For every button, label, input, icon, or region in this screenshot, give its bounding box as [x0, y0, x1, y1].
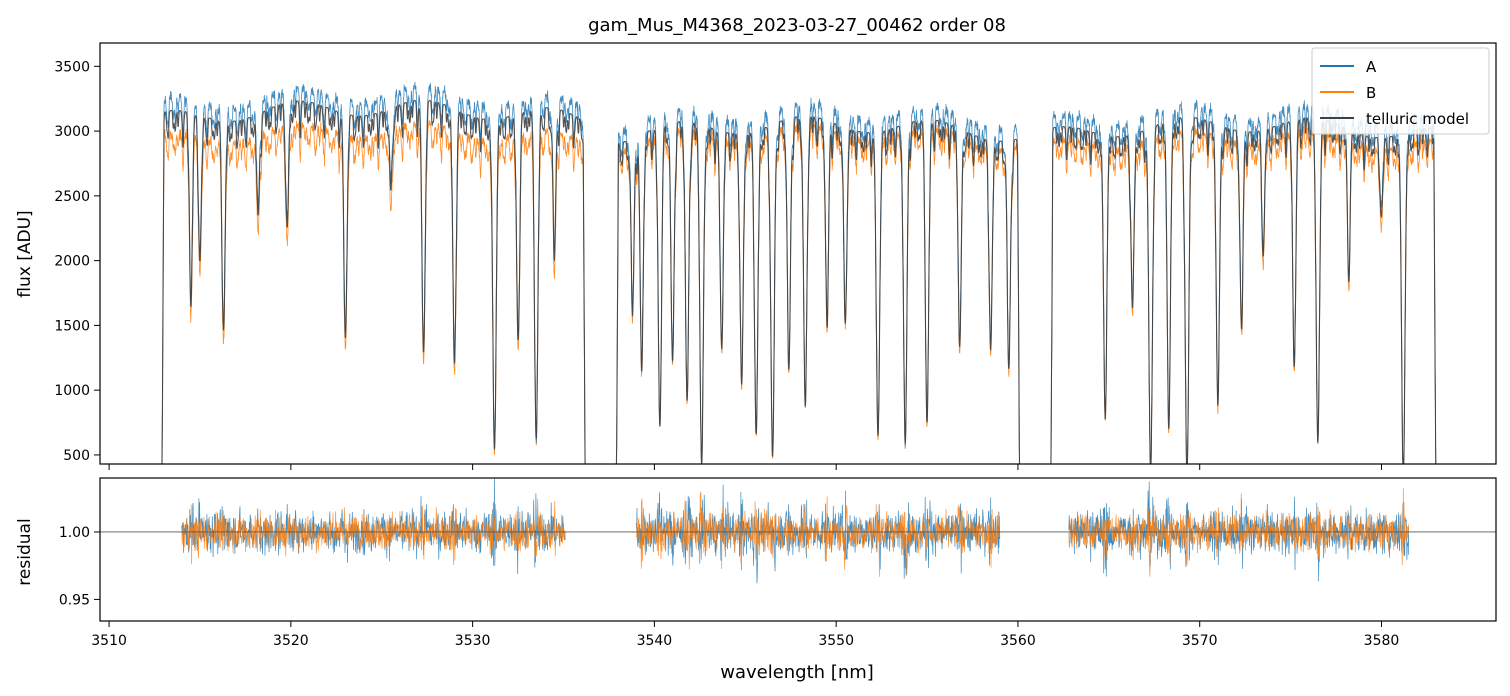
flux-panel: 500 1000 1500 2000 2500 3000 3500 flux [ADU] A…	[15, 42, 1497, 470]
x-tick-label: 3550	[818, 633, 854, 649]
residual-panel: 0.95 1.00 3510 3520 3530 3540 3550 3560 3570 358…	[15, 477, 1497, 683]
residual-y-axis-label: residual	[15, 518, 35, 585]
x-tick-label: 3530	[455, 633, 491, 649]
telluric-model-segment-2	[1050, 117, 1437, 464]
legend: A B telluric model	[1311, 47, 1490, 135]
flux-y-tick-label: 3500	[54, 59, 90, 75]
residual-b-segment-0	[181, 498, 566, 565]
flux-y-tick-label: 1000	[54, 383, 90, 399]
residual-x-ticks: 3510 3520 3530 3540 3550 3560 3570 3580	[91, 621, 1399, 649]
residual-b-segment-2	[1068, 488, 1410, 577]
flux-y-tick-label: 1500	[54, 318, 90, 334]
legend-label-b: B	[1366, 84, 1376, 102]
residual-b-segment-1	[635, 491, 1001, 577]
flux-series-group	[161, 81, 1437, 464]
flux-y-tick-label: 2500	[54, 189, 90, 205]
legend-label-a: A	[1366, 58, 1377, 76]
telluric-model-segment-0	[161, 100, 586, 464]
flux-y-tick-label: 2000	[54, 254, 90, 270]
legend-label-telluric: telluric model	[1366, 110, 1469, 128]
residual-y-tick-label: 0.95	[59, 592, 90, 608]
flux-x-ticks	[108, 464, 1382, 470]
x-tick-label: 3560	[1000, 633, 1036, 649]
residual-a-segment-2	[1068, 481, 1410, 582]
flux-axes-frame	[99, 42, 1497, 465]
flux-y-tick-label: 500	[63, 448, 90, 464]
x-tick-label: 3580	[1364, 633, 1400, 649]
telluric-model-segment-1	[615, 116, 1021, 464]
chart-title: gam_Mus_M4368_2023-03-27_00462 order 08	[588, 15, 1006, 36]
residual-axes-frame	[99, 477, 1497, 622]
residual-y-ticks: 0.95 1.00	[59, 525, 100, 608]
x-tick-label: 3510	[91, 633, 127, 649]
flux-y-tick-label: 3000	[54, 124, 90, 140]
residual-series-group	[100, 478, 1496, 584]
x-tick-label: 3570	[1182, 633, 1218, 649]
residual-y-tick-label: 1.00	[59, 525, 90, 541]
legend-box	[1311, 47, 1490, 135]
x-axis-label: wavelength [nm]	[720, 662, 874, 683]
flux-y-ticks: 500 1000 1500 2000 2500 3000 3500	[54, 59, 100, 464]
x-tick-label: 3540	[637, 633, 673, 649]
x-tick-label: 3520	[273, 633, 309, 649]
series-b-segment-0	[161, 120, 586, 464]
flux-y-axis-label: flux [ADU]	[15, 210, 35, 297]
series-b-segment-1	[616, 121, 1020, 464]
